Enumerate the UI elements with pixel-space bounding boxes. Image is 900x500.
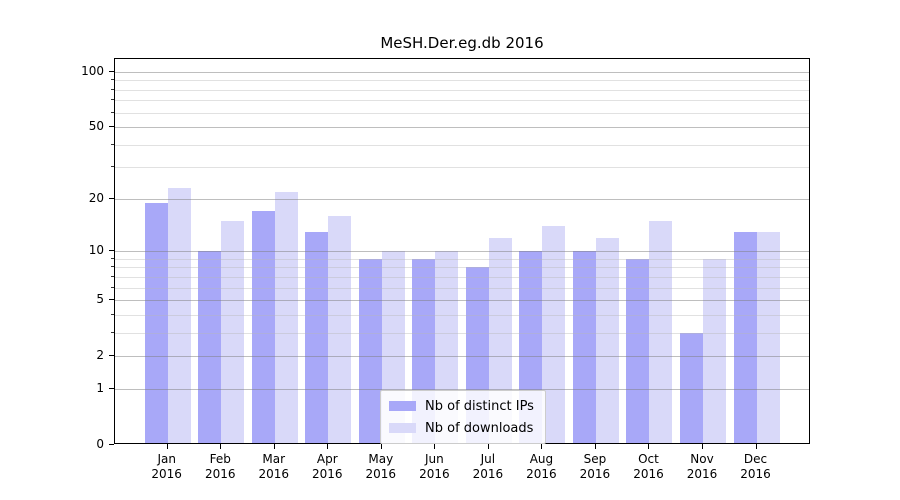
x-tick-label-apr: Apr 2016: [312, 452, 343, 481]
bar-distinct-ips-mar: [251, 211, 275, 443]
x-tick-nov: [702, 444, 703, 449]
bar-downloads-aug: [542, 226, 566, 443]
gridline-minor-70: [115, 100, 809, 102]
gridline-minor-90: [115, 80, 809, 82]
gridline-minor-9: [115, 258, 809, 260]
plot-area: [114, 58, 810, 444]
legend-row-distinct-ips: Nb of distinct IPs: [381, 395, 545, 417]
y-tick-0: [109, 444, 114, 445]
y-tick-label-20: 20: [88, 190, 104, 205]
bar-distinct-ips-jan: [144, 202, 168, 443]
y-tick-100: [109, 71, 114, 72]
y-tick-minor-3: [111, 331, 114, 333]
gridline-minor-40: [115, 144, 809, 146]
x-tick-label-jul: Jul 2016: [472, 452, 504, 481]
x-tick-oct: [648, 444, 650, 449]
x-tick-jul: [487, 444, 489, 449]
bar-downloads-mar: [274, 191, 298, 443]
y-tick-10: [109, 250, 114, 252]
gridline-minor-7: [115, 276, 809, 278]
bar-distinct-ips-nov: [680, 332, 703, 443]
bar-distinct-ips-sep: [572, 251, 596, 443]
gridline-minor-60: [115, 112, 809, 114]
x-tick-label-feb: Feb 2016: [204, 452, 236, 481]
bar-downloads-nov: [703, 258, 726, 443]
y-tick-label-50: 50: [88, 119, 104, 134]
legend-label-distinct-ips: Nb of distinct IPs: [425, 398, 534, 414]
bar-downloads-oct: [649, 220, 673, 443]
y-tick-1: [109, 387, 114, 389]
y-tick-minor-60: [111, 111, 114, 113]
x-tick-mar: [273, 444, 275, 449]
x-tick-label-sep: Sep 2016: [579, 452, 611, 481]
legend-swatch-distinct-ips: [389, 401, 416, 411]
gridline-minor-4: [115, 314, 809, 316]
gridline-major-20: [115, 198, 809, 200]
bar-distinct-ips-apr: [305, 231, 329, 443]
x-tick-label-nov: Nov 2016: [686, 452, 718, 481]
x-tick-label-dec: Dec 2016: [740, 452, 771, 481]
x-tick-sep: [594, 444, 596, 449]
y-tick-minor-7: [111, 275, 114, 277]
y-tick-50: [109, 126, 114, 128]
x-tick-label-jun: Jun 2016: [419, 452, 450, 481]
bar-downloads-feb: [221, 220, 245, 443]
bar-downloads-dec: [756, 231, 780, 443]
y-tick-label-1: 1: [96, 380, 104, 395]
chart-title: MeSH.Der.eg.db 2016: [380, 34, 544, 52]
x-tick-label-oct: Oct 2016: [633, 452, 664, 481]
y-tick-label-5: 5: [96, 292, 104, 307]
gridline-major-5: [115, 300, 809, 302]
y-tick-5: [109, 299, 114, 301]
bar-distinct-ips-may: [358, 258, 382, 443]
y-tick-minor-70: [111, 99, 114, 101]
x-tick-apr: [327, 444, 329, 449]
y-tick-label-2: 2: [96, 348, 104, 363]
gridline-minor-30: [115, 167, 809, 169]
gridline-major-100: [115, 72, 809, 73]
bar-distinct-ips-dec: [733, 231, 757, 443]
y-tick-label-10: 10: [88, 243, 104, 258]
y-tick-minor-80: [111, 88, 114, 90]
gridline-major-1: [115, 388, 809, 390]
legend-row-downloads: Nb of downloads: [381, 417, 545, 439]
x-tick-label-aug: Aug 2016: [526, 452, 557, 481]
gridline-major-2: [115, 356, 809, 358]
y-tick-minor-40: [111, 143, 114, 145]
gridline-minor-8: [115, 267, 809, 269]
gridline-minor-80: [115, 89, 809, 91]
y-tick-minor-90: [111, 79, 114, 81]
legend: Nb of distinct IPs Nb of downloads: [380, 390, 546, 444]
x-tick-aug: [541, 444, 543, 449]
y-tick-label-0: 0: [96, 437, 104, 451]
y-tick-minor-30: [111, 166, 114, 168]
gridline-major-10: [115, 251, 809, 253]
x-tick-jun: [434, 444, 436, 449]
x-tick-jan: [166, 444, 168, 449]
y-tick-2: [109, 355, 114, 357]
bar-downloads-apr: [328, 216, 352, 443]
x-tick-label-mar: Mar 2016: [258, 452, 290, 481]
x-tick-label-jan: Jan 2016: [151, 452, 182, 481]
x-tick-dec: [755, 444, 757, 449]
y-tick-label-100: 100: [81, 64, 104, 78]
y-tick-minor-9: [111, 257, 114, 259]
legend-swatch-downloads: [389, 423, 416, 433]
y-tick-minor-8: [111, 266, 114, 268]
legend-label-downloads: Nb of downloads: [425, 420, 534, 436]
gridline-minor-3: [115, 332, 809, 334]
x-tick-label-may: May 2016: [365, 452, 397, 481]
bar-downloads-sep: [595, 237, 619, 443]
x-tick-feb: [220, 444, 222, 449]
y-tick-20: [109, 197, 114, 199]
gridline-minor-6: [115, 287, 809, 289]
y-tick-minor-6: [111, 286, 114, 288]
bar-distinct-ips-feb: [198, 251, 222, 443]
x-tick-may: [380, 444, 382, 449]
y-tick-minor-4: [111, 313, 114, 315]
gridline-major-50: [115, 127, 809, 129]
bar-distinct-ips-oct: [626, 258, 650, 443]
